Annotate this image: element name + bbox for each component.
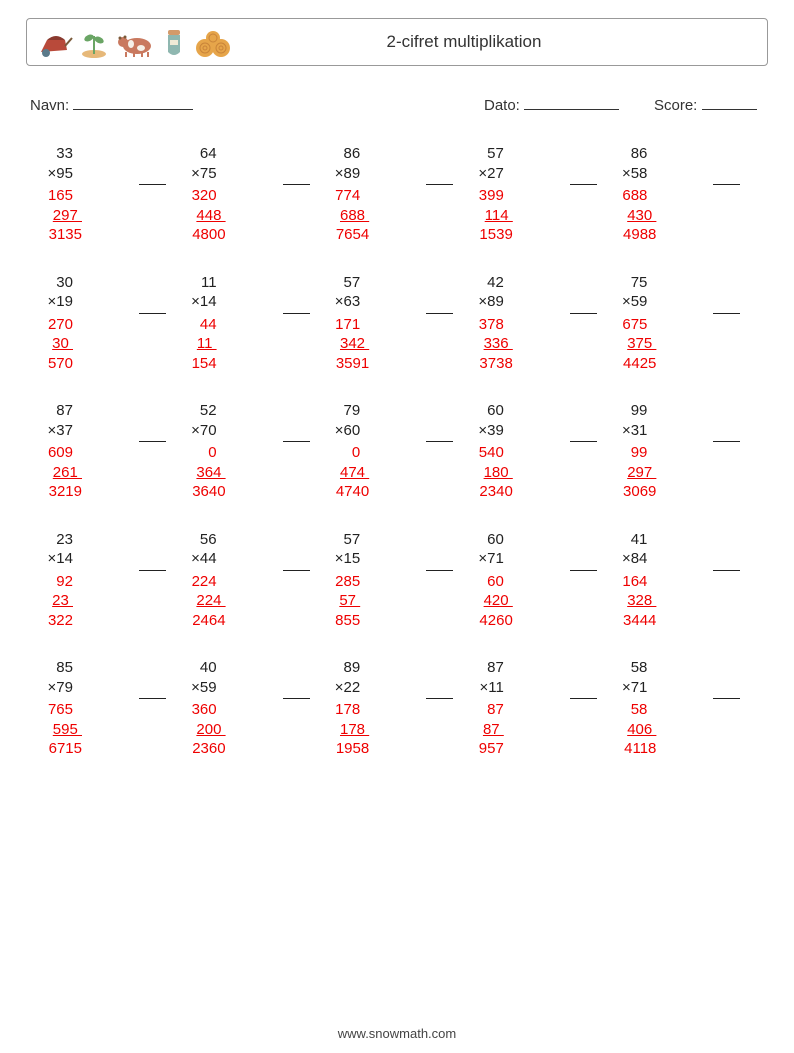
multiplication-problem: 89×22178178 1958 [333, 658, 453, 759]
multiplication-problem: 57×1528557 855 [333, 530, 453, 631]
wheelbarrow-icon [39, 28, 73, 58]
score-field: Score: [654, 94, 764, 114]
name-blank[interactable] [73, 94, 193, 110]
worksheet-page: 2-cifret multiplikation Navn: Dato: Scor… [0, 0, 794, 1053]
worksheet-title: 2-cifret multiplikation [233, 32, 755, 52]
sprout-icon [79, 28, 109, 58]
multiplication-problem: 40×59360200 2360 [190, 658, 310, 759]
multiplication-problem: 64×75320448 4800 [190, 144, 310, 245]
multiplication-problem: 79×60 0474 4740 [333, 401, 453, 502]
multiplication-problem: 99×31 99297 3069 [620, 401, 740, 502]
name-field: Navn: [30, 94, 484, 114]
multiplication-problem: 86×58688430 4988 [620, 144, 740, 245]
multiplication-problem: 87×11 8787 957 [477, 658, 597, 759]
multiplication-problem: 60×39540180 2340 [477, 401, 597, 502]
multiplication-problem: 41×84164328 3444 [620, 530, 740, 631]
problem-grid: 33×95165297 3135 64×75320448 4800 86×897… [26, 144, 768, 759]
info-row: Navn: Dato: Score: [26, 94, 768, 114]
score-label: Score: [654, 97, 697, 114]
multiplication-problem: 86×89774688 7654 [333, 144, 453, 245]
name-label: Navn: [30, 97, 69, 114]
multiplication-problem: 57×63171342 3591 [333, 273, 453, 374]
score-blank[interactable] [702, 94, 757, 110]
multiplication-problem: 23×14 9223 322 [46, 530, 166, 631]
multiplication-problem: 75×59675375 4425 [620, 273, 740, 374]
multiplication-problem: 56×44224224 2464 [190, 530, 310, 631]
multiplication-problem: 52×70 0364 3640 [190, 401, 310, 502]
date-label: Dato: [484, 97, 520, 114]
haybale-icon [193, 28, 233, 58]
multiplication-problem: 42×89378336 3738 [477, 273, 597, 374]
cow-icon [115, 28, 155, 58]
date-field: Dato: [484, 94, 654, 114]
header-box: 2-cifret multiplikation [26, 18, 768, 66]
jar-icon [161, 26, 187, 58]
multiplication-problem: 30×1927030 570 [46, 273, 166, 374]
multiplication-problem: 57×27399114 1539 [477, 144, 597, 245]
date-blank[interactable] [524, 94, 619, 110]
multiplication-problem: 85×79765595 6715 [46, 658, 166, 759]
multiplication-problem: 33×95165297 3135 [46, 144, 166, 245]
footer-link: www.snowmath.com [0, 1026, 794, 1041]
multiplication-problem: 58×71 58406 4118 [620, 658, 740, 759]
multiplication-problem: 87×37609261 3219 [46, 401, 166, 502]
header-icons [39, 26, 233, 58]
multiplication-problem: 11×14 4411 154 [190, 273, 310, 374]
multiplication-problem: 60×71 60420 4260 [477, 530, 597, 631]
